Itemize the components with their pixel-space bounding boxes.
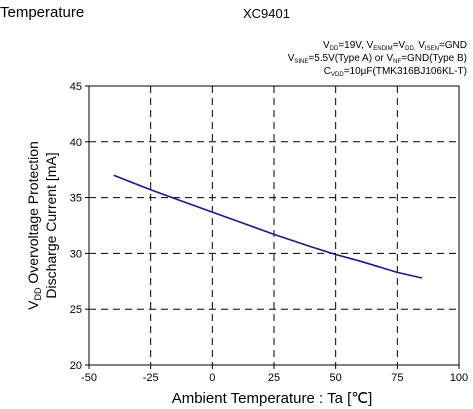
condition-line-2: VSINE=5.5V(Type A) or VNF=GND(Type B) xyxy=(288,53,467,65)
condition-subscript: SINE xyxy=(294,59,309,65)
y-tick-label: 25 xyxy=(70,304,82,316)
condition-text: V xyxy=(415,40,425,51)
condition-line-1: VDD=19V, VENDIM=VDD, VISEN=GND xyxy=(323,40,467,52)
header-title-right: XC9401 xyxy=(243,6,290,21)
y-label-v: V xyxy=(25,300,41,310)
y-label-rest: Overvoltage Protection xyxy=(25,141,41,287)
x-tick-label: -50 xyxy=(81,372,97,384)
axis-ticks xyxy=(85,85,460,369)
x-tick-label: -25 xyxy=(143,372,159,384)
x-tick-label: 100 xyxy=(450,372,468,384)
condition-subscript: DD, xyxy=(405,46,416,52)
y-axis-label-line-1: VDD Overvoltage Protection xyxy=(25,141,43,310)
y-tick-label: 35 xyxy=(70,193,82,205)
series-line xyxy=(113,174,423,279)
x-axis-label: Ambient Temperature : Ta [℃] xyxy=(172,390,373,407)
grid-lines xyxy=(89,86,459,365)
y-tick-label: 45 xyxy=(70,81,82,93)
x-tick-label: 0 xyxy=(209,372,215,384)
condition-text: =19V, V xyxy=(338,40,374,51)
y-tick-label: 30 xyxy=(70,248,82,260)
condition-subscript: VDD xyxy=(331,72,344,78)
y-tick-labels: 20 25 30 35 40 45 xyxy=(70,81,82,372)
condition-text: C xyxy=(323,66,332,77)
condition-text: V xyxy=(322,40,330,51)
condition-text: =10µF(TMK316BJ106KL-T) xyxy=(343,66,467,77)
condition-text: V xyxy=(287,53,295,64)
x-tick-label: 50 xyxy=(330,372,342,384)
series-layer xyxy=(113,174,423,279)
x-tick-label: 25 xyxy=(268,372,280,384)
header-title-left: Temperature xyxy=(0,4,85,21)
condition-text: =GND xyxy=(438,40,467,51)
x-tick-labels: -50 -25 0 25 50 75 100 xyxy=(81,372,468,384)
condition-subscript: NF xyxy=(393,59,402,65)
condition-line-3: CVDD=10µF(TMK316BJ106KL-T) xyxy=(324,66,467,78)
condition-subscript: DD xyxy=(329,46,339,52)
y-axis-label: VDD Overvoltage Protection Discharge Curr… xyxy=(25,141,59,310)
condition-text: =GND(Type B) xyxy=(401,53,467,64)
y-tick-label: 40 xyxy=(70,137,82,149)
x-tick-label: 75 xyxy=(391,372,403,384)
y-tick-label: 20 xyxy=(70,360,82,372)
condition-subscript: ENDIM xyxy=(373,46,393,52)
condition-text: =V xyxy=(392,40,406,51)
condition-text: =5.5V(Type A) or V xyxy=(308,53,394,64)
y-label-subscript: DD xyxy=(33,287,43,300)
condition-subscript: ISEN xyxy=(424,46,439,52)
y-axis-label-line-2: Discharge Current [mA] xyxy=(43,152,59,298)
